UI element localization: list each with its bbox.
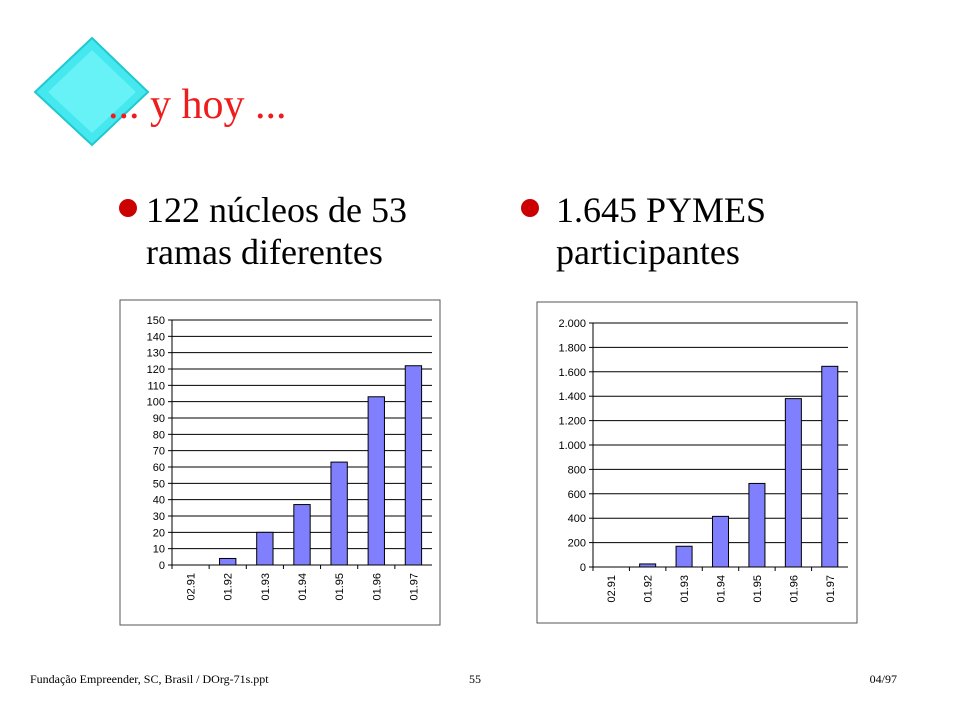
bar (330, 461, 348, 566)
x-tick-label: 01.95 (752, 575, 764, 603)
y-tick-label: 10 (153, 544, 165, 556)
y-tick-label: 600 (568, 489, 586, 501)
x-tick-label: 02.91 (186, 573, 198, 601)
y-tick-label: 800 (568, 464, 586, 476)
footer-left: Fundação Empreender, SC, Brasil / DOrg-7… (30, 672, 269, 686)
x-tick-label: 02.91 (606, 575, 618, 603)
y-tick-label: 90 (153, 413, 165, 425)
y-tick-label: 1.600 (558, 367, 586, 379)
x-tick-label: 01.97 (408, 573, 420, 601)
bar (219, 557, 237, 566)
x-tick-label: 01.96 (371, 573, 383, 601)
y-tick-label: 40 (153, 495, 165, 507)
y-tick-label: 50 (153, 478, 165, 490)
bar (367, 396, 385, 566)
y-tick-label: 150 (147, 315, 165, 327)
y-tick-label: 80 (153, 429, 165, 441)
chart-frame (119, 299, 441, 626)
y-tick-label: 140 (147, 331, 165, 343)
y-tick-label: 30 (153, 511, 165, 523)
footer-right: 04/97 (870, 672, 897, 686)
bullet-text: 1.645 PYMES (556, 190, 766, 230)
y-tick-label: 400 (568, 513, 586, 525)
bullet-text: participantes (556, 232, 740, 272)
y-tick-label: 1.200 (558, 416, 586, 428)
bullet-text: 122 núcleos de 53 (146, 190, 407, 230)
x-tick-label: 01.94 (716, 575, 728, 603)
y-tick-label: 110 (147, 380, 165, 392)
bullet-text: ramas diferentes (146, 232, 383, 272)
y-tick-label: 0 (580, 562, 586, 574)
y-tick-label: 1.000 (558, 440, 586, 452)
bar (821, 365, 839, 568)
y-tick-label: 20 (153, 527, 165, 539)
bar (748, 482, 766, 568)
y-tick-label: 2.000 (558, 318, 586, 330)
y-tick-label: 70 (153, 446, 165, 458)
bar (256, 531, 274, 566)
y-tick-label: 100 (147, 397, 165, 409)
diamond-highlight (48, 50, 136, 133)
bar (404, 365, 423, 566)
bar (784, 398, 802, 568)
y-tick-label: 120 (147, 364, 165, 376)
bar (293, 504, 311, 566)
bullet-dot (119, 199, 137, 217)
x-tick-label: 01.95 (334, 573, 346, 601)
bar (711, 515, 730, 568)
x-tick-label: 01.92 (643, 575, 655, 603)
chart-frame (536, 301, 858, 624)
y-tick-label: 60 (153, 462, 165, 474)
y-tick-label: 1.400 (558, 391, 586, 403)
y-tick-label: 200 (568, 538, 586, 550)
slide-title: ... y hoy ... (108, 82, 287, 128)
y-tick-label: 0 (159, 560, 165, 572)
bullet-dot (521, 199, 539, 217)
y-tick-label: 130 (147, 348, 165, 360)
x-tick-label: 01.97 (825, 575, 837, 603)
bar (675, 545, 693, 568)
x-tick-label: 01.96 (788, 575, 800, 603)
y-tick-label: 1.800 (558, 342, 586, 354)
x-tick-label: 01.92 (223, 573, 235, 601)
footer-center: 55 (469, 672, 481, 686)
x-tick-label: 01.93 (260, 573, 272, 601)
x-tick-label: 01.94 (297, 573, 309, 601)
x-tick-label: 01.93 (679, 575, 691, 603)
